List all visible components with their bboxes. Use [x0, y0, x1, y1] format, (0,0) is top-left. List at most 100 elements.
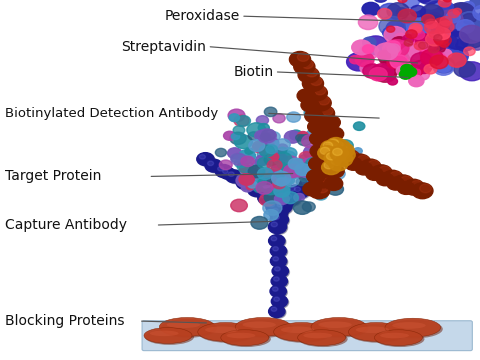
- Circle shape: [357, 155, 369, 164]
- Ellipse shape: [312, 319, 369, 338]
- Circle shape: [252, 160, 263, 168]
- Text: Biotinylated Detection Antibody: Biotinylated Detection Antibody: [5, 107, 218, 120]
- Circle shape: [434, 35, 442, 41]
- Circle shape: [270, 307, 286, 318]
- Circle shape: [330, 168, 345, 180]
- Circle shape: [415, 69, 430, 80]
- Circle shape: [257, 157, 272, 168]
- Ellipse shape: [380, 333, 409, 338]
- Circle shape: [271, 163, 287, 175]
- Circle shape: [407, 23, 431, 41]
- Circle shape: [276, 148, 284, 155]
- Circle shape: [334, 153, 351, 166]
- Circle shape: [273, 287, 278, 291]
- Circle shape: [387, 46, 401, 57]
- Circle shape: [414, 47, 430, 59]
- Circle shape: [243, 174, 258, 184]
- Circle shape: [355, 162, 372, 175]
- Circle shape: [386, 21, 404, 35]
- Circle shape: [402, 49, 417, 60]
- Circle shape: [456, 20, 474, 33]
- Circle shape: [363, 36, 388, 55]
- Circle shape: [241, 183, 253, 192]
- Circle shape: [397, 45, 411, 55]
- Circle shape: [444, 36, 456, 45]
- Circle shape: [404, 30, 431, 50]
- Circle shape: [420, 5, 444, 22]
- Circle shape: [334, 141, 343, 148]
- Circle shape: [324, 117, 336, 126]
- Circle shape: [398, 9, 416, 23]
- Circle shape: [231, 153, 247, 165]
- Circle shape: [273, 195, 287, 206]
- Circle shape: [234, 135, 252, 149]
- Circle shape: [256, 116, 268, 125]
- Circle shape: [323, 142, 333, 149]
- Circle shape: [478, 11, 480, 26]
- Circle shape: [334, 152, 353, 166]
- Circle shape: [437, 20, 449, 29]
- Circle shape: [426, 36, 452, 55]
- Circle shape: [269, 158, 282, 168]
- Circle shape: [309, 161, 316, 166]
- Circle shape: [408, 26, 421, 36]
- Circle shape: [427, 17, 446, 31]
- Circle shape: [323, 162, 335, 171]
- Circle shape: [413, 34, 431, 48]
- Circle shape: [256, 182, 273, 194]
- Circle shape: [275, 193, 289, 204]
- Circle shape: [272, 208, 278, 213]
- Circle shape: [322, 160, 341, 175]
- Circle shape: [397, 41, 412, 52]
- Circle shape: [241, 156, 254, 166]
- Circle shape: [253, 141, 266, 151]
- Circle shape: [406, 30, 417, 39]
- Circle shape: [362, 37, 376, 47]
- Circle shape: [325, 127, 344, 141]
- Circle shape: [318, 96, 330, 105]
- Circle shape: [396, 44, 414, 57]
- Circle shape: [434, 30, 452, 42]
- Circle shape: [379, 3, 401, 21]
- Circle shape: [317, 184, 328, 193]
- Ellipse shape: [385, 318, 441, 337]
- Circle shape: [396, 8, 408, 17]
- Text: Streptavidin: Streptavidin: [121, 40, 206, 54]
- Circle shape: [266, 201, 283, 213]
- Circle shape: [284, 131, 301, 143]
- Circle shape: [311, 77, 322, 85]
- Circle shape: [411, 53, 432, 69]
- Circle shape: [422, 42, 442, 56]
- Circle shape: [407, 65, 423, 77]
- Circle shape: [305, 170, 315, 178]
- Circle shape: [391, 37, 408, 49]
- Circle shape: [320, 173, 332, 182]
- Circle shape: [305, 182, 323, 196]
- Circle shape: [272, 246, 288, 258]
- Circle shape: [291, 163, 310, 177]
- Ellipse shape: [349, 324, 406, 343]
- Circle shape: [313, 171, 324, 179]
- Circle shape: [300, 154, 309, 162]
- Circle shape: [438, 21, 454, 33]
- Circle shape: [324, 162, 334, 169]
- Circle shape: [308, 99, 321, 109]
- Circle shape: [246, 183, 254, 190]
- Circle shape: [390, 55, 408, 68]
- Circle shape: [262, 143, 277, 153]
- Circle shape: [269, 235, 285, 247]
- Circle shape: [250, 185, 256, 190]
- Circle shape: [336, 148, 348, 157]
- Circle shape: [277, 162, 286, 168]
- Circle shape: [207, 161, 214, 166]
- Circle shape: [247, 123, 266, 137]
- Circle shape: [306, 172, 324, 185]
- Circle shape: [352, 40, 372, 55]
- Circle shape: [279, 197, 295, 208]
- Circle shape: [389, 31, 405, 44]
- Circle shape: [414, 27, 437, 44]
- Circle shape: [403, 39, 425, 55]
- Circle shape: [436, 39, 453, 52]
- Circle shape: [283, 192, 299, 204]
- Circle shape: [471, 19, 480, 28]
